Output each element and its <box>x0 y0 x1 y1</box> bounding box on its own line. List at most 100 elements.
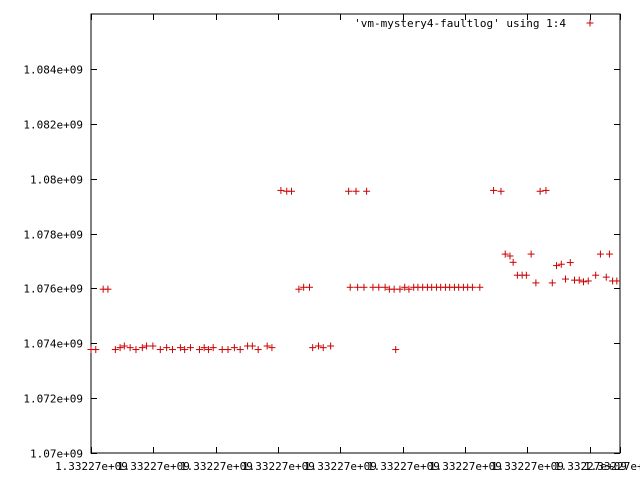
data-point <box>305 283 313 291</box>
y-tick-label: 1.08e+09 <box>30 174 83 187</box>
data-point <box>254 346 262 354</box>
legend: 'vm-mystery4-faultlog' using 1:4 <box>354 17 594 30</box>
data-point <box>381 283 389 291</box>
data-point <box>392 346 400 354</box>
data-point <box>319 344 327 352</box>
data-point <box>553 262 561 270</box>
data-point <box>181 346 189 354</box>
data-point <box>277 186 285 194</box>
data-point <box>156 346 164 354</box>
data-point <box>497 187 505 195</box>
data-point <box>309 344 317 352</box>
y-axis: 1.07e+09 1.072e+09 1.074e+09 1.076e+09 1.078… <box>23 64 620 461</box>
data-point <box>506 252 514 260</box>
data-point <box>375 283 383 291</box>
data-point <box>579 278 587 286</box>
data-point <box>268 344 276 352</box>
data-point <box>509 258 517 266</box>
legend-marker-icon <box>586 19 594 27</box>
data-point <box>314 342 322 350</box>
data-point <box>575 276 583 284</box>
y-tick-label: 1.076e+09 <box>23 283 83 296</box>
data-point <box>476 283 484 291</box>
data-point <box>248 342 256 350</box>
data-point <box>584 277 592 285</box>
data-point <box>204 346 212 354</box>
y-tick-label: 1.072e+09 <box>23 393 83 406</box>
data-point <box>176 344 184 352</box>
data-point <box>327 342 335 350</box>
data-point <box>195 346 203 354</box>
data-point <box>126 344 134 352</box>
data-point <box>501 250 509 258</box>
data-point <box>168 346 176 354</box>
y-tick-label: 1.084e+09 <box>23 64 83 77</box>
data-point <box>200 344 208 352</box>
x-tick-label: 1.33227e+09 <box>584 460 640 473</box>
data-point <box>263 342 271 350</box>
y-tick-label: 1.082e+09 <box>23 119 83 132</box>
data-point <box>287 187 295 195</box>
data-point <box>149 342 157 350</box>
data-point <box>163 344 171 352</box>
data-point <box>401 283 409 291</box>
data-point <box>602 273 610 281</box>
x-tick-label: 1.33227e+09 <box>55 460 128 473</box>
data-point <box>346 283 354 291</box>
data-point <box>522 271 530 279</box>
data-point <box>405 285 413 293</box>
data-point <box>557 260 565 268</box>
data-point <box>596 250 604 258</box>
x-tick-label: 1.33227e+09 <box>367 460 440 473</box>
legend-label: 'vm-mystery4-faultlog' using 1:4 <box>354 17 566 30</box>
data-point <box>548 279 556 287</box>
data-point <box>468 283 476 291</box>
data-point <box>132 346 140 354</box>
data-point <box>360 283 368 291</box>
x-tick-label: 1.33227e+09 <box>429 460 502 473</box>
plot-frame <box>90 13 621 454</box>
data-point <box>236 346 244 354</box>
data-point <box>592 271 600 279</box>
data-point <box>605 250 613 258</box>
data-point <box>536 187 544 195</box>
data-point <box>363 187 371 195</box>
data-point <box>345 187 353 195</box>
data-point <box>527 250 535 258</box>
data-point <box>613 277 621 285</box>
data-point <box>186 344 194 352</box>
y-tick-label: 1.07e+09 <box>30 448 83 461</box>
data-points <box>87 186 621 354</box>
x-tick-label: 1.33227e+09 <box>554 460 627 473</box>
data-point <box>138 344 146 352</box>
data-point <box>396 285 404 293</box>
x-tick-label: 1.33227e+09 <box>304 460 377 473</box>
data-point <box>562 275 570 283</box>
data-point <box>120 342 128 350</box>
x-axis: 1.33227e+091.33227e+091.33227e+091.33227… <box>55 14 640 473</box>
data-point <box>209 344 217 352</box>
x-tick-label: 1.33227e+09 <box>180 460 253 473</box>
data-point <box>230 344 238 352</box>
y-tick-label: 1.078e+09 <box>23 229 83 242</box>
x-tick-label: 1.33227e+09 <box>242 460 315 473</box>
data-point <box>104 285 112 293</box>
x-tick-label: 1.33227e+09 <box>117 460 190 473</box>
data-point <box>92 346 100 354</box>
data-point <box>566 259 574 267</box>
x-tick-label: 1.33227e+09 <box>491 460 564 473</box>
data-point <box>542 186 550 194</box>
plot-border <box>90 13 621 454</box>
data-point <box>143 342 151 350</box>
data-point <box>532 279 540 287</box>
data-point <box>111 346 119 354</box>
data-point <box>295 285 303 293</box>
data-point <box>224 346 232 354</box>
data-point <box>352 187 360 195</box>
data-point <box>354 283 362 291</box>
data-point <box>490 186 498 194</box>
data-point <box>116 344 124 352</box>
y-tick-label: 1.074e+09 <box>23 338 83 351</box>
